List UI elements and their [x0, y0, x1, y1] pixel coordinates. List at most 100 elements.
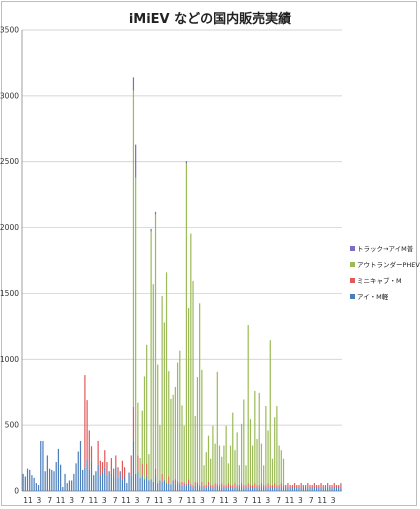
bar-segment — [29, 469, 31, 491]
bar-segment — [179, 484, 181, 491]
y-tick-label: 1000 — [0, 355, 19, 364]
x-tick-label: 11 — [252, 496, 262, 505]
bar-segment — [106, 462, 108, 476]
bar-segment — [304, 485, 307, 488]
bar-segment — [192, 485, 194, 488]
bar-segment — [53, 471, 55, 491]
bar-segment — [278, 445, 280, 486]
bar-segment — [205, 452, 207, 486]
x-tick-label: 11 — [154, 496, 164, 505]
bar-segment — [124, 476, 126, 491]
bar-segment — [44, 471, 46, 491]
bar-segment — [304, 487, 307, 491]
bar-segment — [216, 371, 218, 484]
bar-segment — [55, 462, 57, 491]
bar-segment — [35, 483, 37, 491]
bar-segment — [154, 214, 157, 469]
bar-segment — [232, 485, 234, 488]
y-tick-label: 2000 — [0, 223, 19, 232]
bar-segment — [176, 362, 179, 482]
bar-segment — [252, 487, 254, 491]
bar-segment — [256, 487, 258, 491]
bar-segment — [258, 392, 260, 486]
bar-segment — [218, 445, 221, 486]
bar-segment — [104, 467, 106, 491]
bar-segment — [141, 475, 143, 491]
bar-segment — [212, 425, 214, 486]
bar-segment — [327, 483, 329, 488]
bar-segment — [243, 487, 245, 491]
legend-label: ミニキャブ・M — [357, 277, 402, 285]
bar-segment — [274, 417, 276, 484]
bar-segment — [192, 280, 194, 486]
bar-segment — [252, 485, 254, 488]
bar-segment — [165, 483, 168, 491]
bar-segment — [143, 376, 146, 480]
bar-segment — [340, 483, 342, 488]
bar-segment — [258, 485, 260, 488]
bar-segment — [236, 432, 238, 486]
bar-segment — [333, 487, 335, 491]
bar-segment — [256, 438, 258, 486]
bar-segment — [150, 231, 152, 480]
bar-segment — [271, 458, 274, 486]
bar-segment — [225, 487, 227, 491]
bar-segment — [51, 469, 53, 491]
bar-segment — [260, 443, 263, 484]
bar-segment — [203, 465, 205, 486]
bar-segment — [271, 487, 274, 491]
bar-segment — [196, 484, 199, 491]
bar-segment — [183, 425, 185, 483]
x-tick-label: 7 — [80, 496, 85, 505]
bar-segment — [291, 485, 293, 488]
x-tick-label: 3 — [69, 496, 74, 505]
bar-segment — [278, 485, 280, 488]
bar-segment — [152, 284, 154, 482]
bar-segment — [240, 483, 243, 488]
bar-segment — [31, 475, 33, 491]
x-tick-label: 11 — [121, 496, 131, 505]
bar-segment — [174, 479, 176, 485]
bar-segment — [82, 469, 84, 491]
bar-segment — [274, 483, 276, 488]
bar-segment — [137, 402, 139, 456]
bar-segment — [137, 455, 139, 472]
bar-segment — [104, 450, 106, 468]
legend-swatch — [350, 245, 355, 251]
bar-segment — [333, 483, 335, 488]
bar-segment — [99, 460, 101, 476]
bar-segment — [291, 487, 293, 491]
bar-segment — [88, 430, 90, 470]
bar-segment — [90, 462, 93, 491]
bar-segment — [110, 473, 112, 491]
bar-segment — [176, 483, 179, 491]
bar-segment — [267, 430, 269, 484]
bar-segment — [101, 462, 104, 473]
bar-segment — [214, 483, 216, 488]
bar-segment — [196, 377, 199, 483]
x-tick-label: 7 — [244, 496, 249, 505]
bar-segment — [269, 487, 271, 491]
x-tick-label: 3 — [233, 496, 238, 505]
bar-segment — [320, 483, 322, 488]
y-tick-label: 1500 — [0, 289, 19, 298]
bar-segment — [154, 476, 157, 491]
x-tick-label: 11 — [317, 496, 327, 505]
bar-segment — [311, 485, 313, 488]
bar-segment — [190, 483, 192, 486]
bar-segment — [329, 487, 331, 491]
bar-segment — [263, 487, 265, 491]
bar-segment — [289, 485, 291, 488]
bar-segment — [247, 325, 249, 484]
bar-segment — [112, 468, 115, 477]
bar-segment — [229, 445, 232, 486]
bar-segment — [223, 445, 225, 486]
bar-segment — [135, 144, 137, 178]
bar-segment — [214, 443, 216, 484]
chart-legend: トラック→アイM普 アウトランダーPHEV ミニキャブ・M アイ・M軽 — [350, 240, 420, 304]
chart-title: iMiEV などの国内販売実績 — [128, 12, 292, 27]
bar-segment — [163, 480, 165, 491]
bar-segment — [329, 485, 331, 488]
bar-segment — [161, 296, 163, 474]
bar-segment — [324, 485, 327, 488]
